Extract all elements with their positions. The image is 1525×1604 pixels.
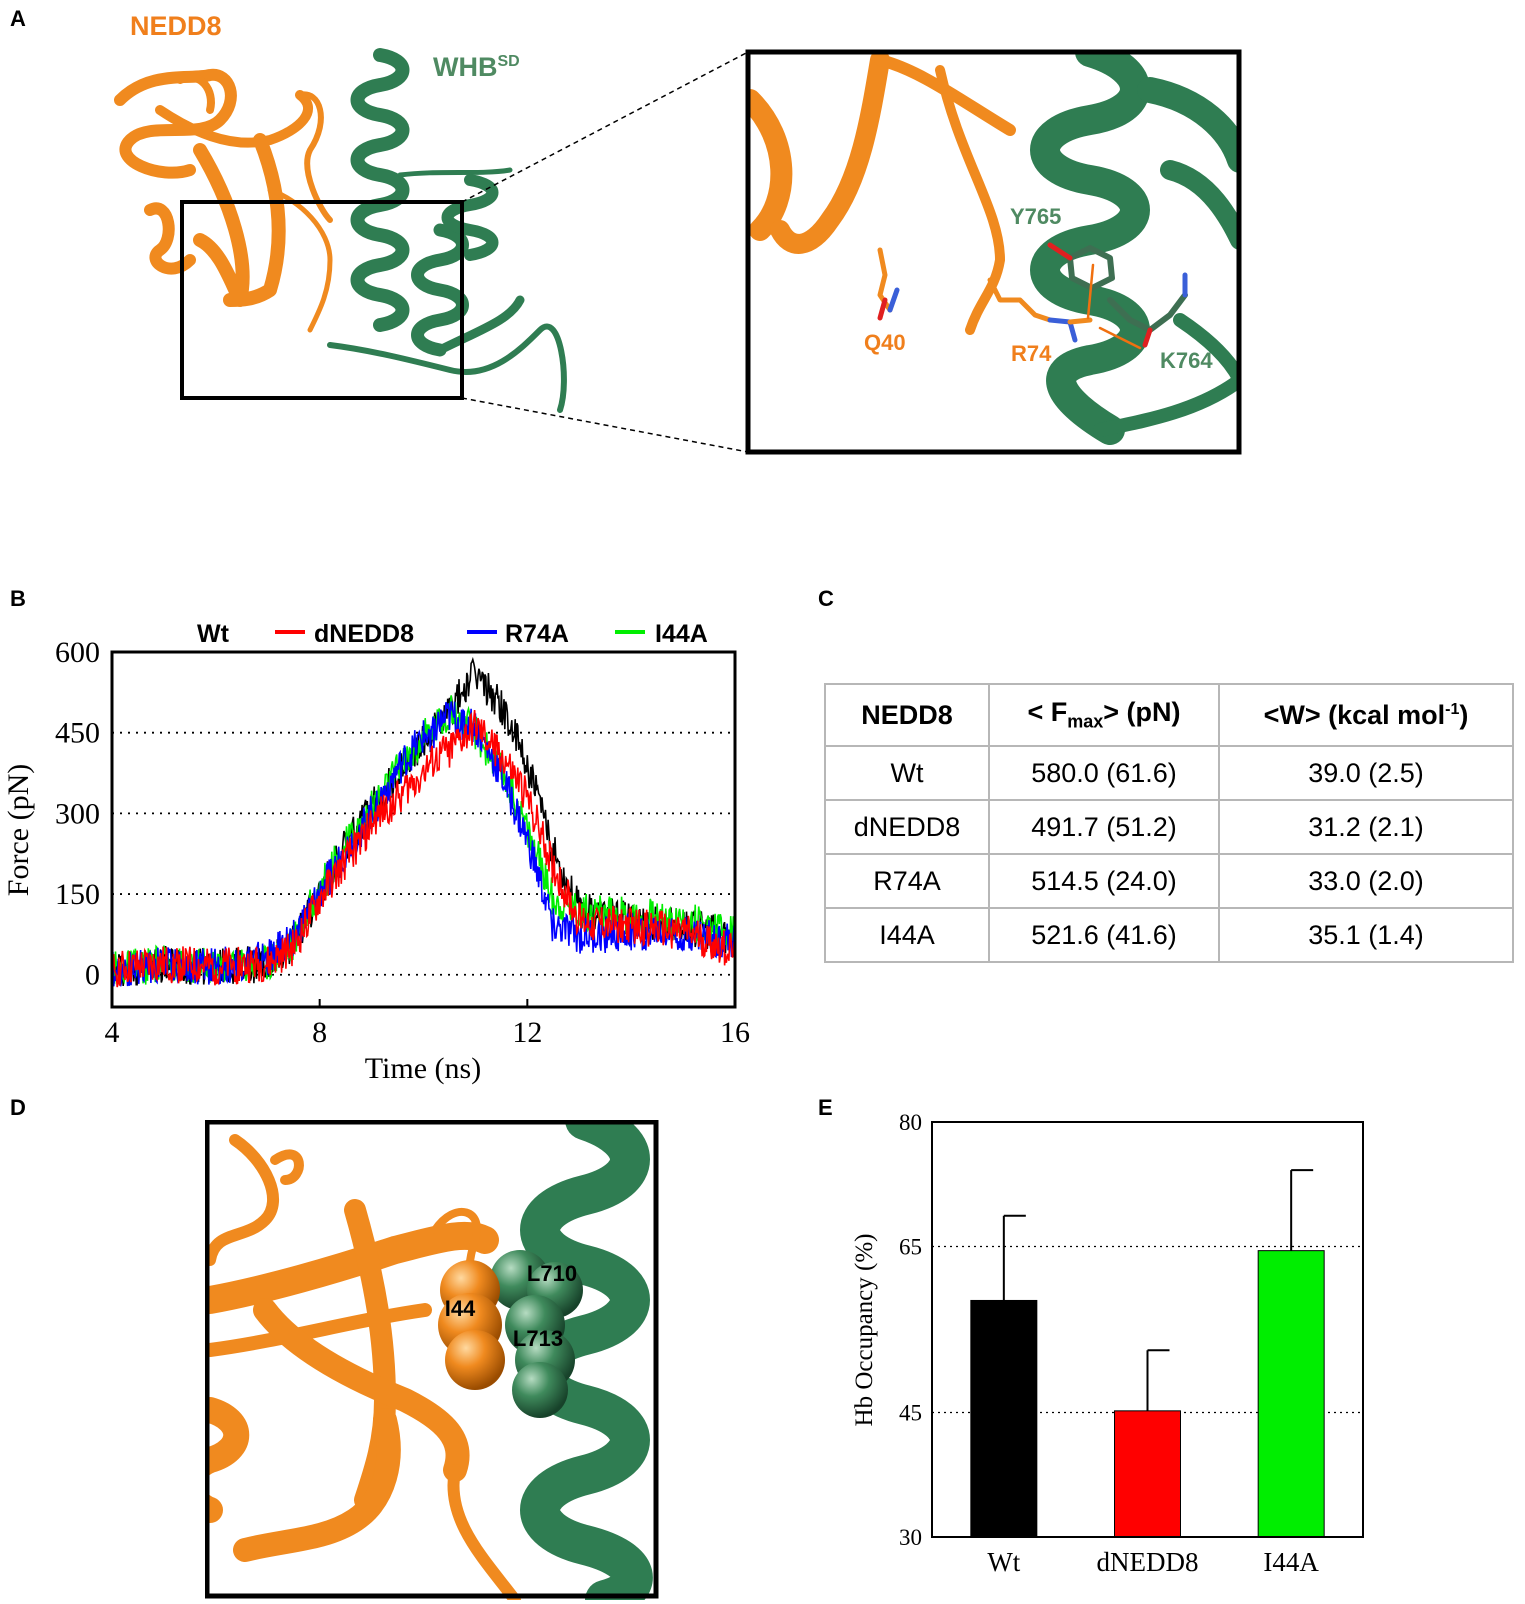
table-cell-work: 33.0 (2.0) xyxy=(1218,853,1514,909)
table-row: R74A 514.5 (24.0) 33.0 (2.0) xyxy=(824,853,1514,909)
residue-l713: L713 xyxy=(513,1326,563,1351)
table-cell-fmax: 491.7 (51.2) xyxy=(988,799,1220,855)
residue-k764: K764 xyxy=(1160,348,1213,373)
whb-label: WHBSD xyxy=(433,52,520,83)
chart-b-xlabel: Time (ns) xyxy=(365,1052,481,1085)
force-work-table: NEDD8 < Fmax> (pN) <W> (kcal mol-1) Wt 5… xyxy=(824,683,1514,963)
legend-wt-label: Wt xyxy=(197,620,230,648)
panel-d-structure: I44 L710 L713 xyxy=(205,1120,659,1600)
whb-label-text: WHB xyxy=(433,52,498,82)
chart-e-ylabel: Hb Occupancy (%) xyxy=(851,1234,878,1427)
table-cell-work: 35.1 (1.4) xyxy=(1218,907,1514,963)
residue-i44: I44 xyxy=(445,1296,476,1321)
chart-b-ytick-label: 150 xyxy=(55,878,100,911)
panel-d-frame xyxy=(205,1120,659,1599)
chart-b-ytick-label: 0 xyxy=(85,959,100,992)
legend-dnedd8-label: dNEDD8 xyxy=(314,620,414,648)
table-header-row: NEDD8 < Fmax> (pN) <W> (kcal mol-1) xyxy=(824,683,1514,747)
header-fmax: < Fmax> (pN) xyxy=(988,683,1220,747)
header-work: <W> (kcal mol-1) xyxy=(1218,683,1514,747)
header-nedd8: NEDD8 xyxy=(824,683,990,747)
panel-label-b: B xyxy=(10,586,26,611)
hb-occupancy-chart: 30 45 65 80 Wt dNEDD8 I44A Hb Occupancy (%) xyxy=(851,1110,1364,1577)
table-cell-name: Wt xyxy=(824,745,990,801)
series-line-dnedd8 xyxy=(111,710,735,988)
table-cell-work: 31.2 (2.1) xyxy=(1218,799,1514,855)
chart-b-xtick-label: 16 xyxy=(720,1016,750,1049)
zoom-connector-bottom xyxy=(461,397,749,453)
whb-label-superscript: SD xyxy=(497,53,520,70)
chart-e-xtick-label: Wt xyxy=(987,1547,1020,1577)
residue-y765: Y765 xyxy=(1010,204,1062,229)
legend-r74a-label: R74A xyxy=(505,620,569,648)
table-cell-fmax: 514.5 (24.0) xyxy=(988,853,1220,909)
table-cell-name: dNEDD8 xyxy=(824,799,990,855)
panel-label-e: E xyxy=(818,1095,833,1120)
panel-label-d: D xyxy=(10,1095,26,1120)
chart-b-ytick-label: 300 xyxy=(55,797,100,830)
chart-e-xtick-label: dNEDD8 xyxy=(1097,1547,1199,1577)
table-cell-name: I44A xyxy=(824,907,990,963)
table-row: I44A 521.6 (41.6) 35.1 (1.4) xyxy=(824,907,1514,963)
chart-e-ytick-label: 45 xyxy=(899,1401,922,1426)
chart-b-legend: Wt dNEDD8 R74A I44A xyxy=(197,620,708,648)
panel-label-c: C xyxy=(818,586,834,611)
chart-e-xtick-label: I44A xyxy=(1263,1547,1319,1577)
chart-e-ytick-label: 80 xyxy=(899,1110,922,1135)
legend-i44a-label: I44A xyxy=(655,620,708,648)
table-cell-work: 39.0 (2.5) xyxy=(1218,745,1514,801)
residue-r74: R74 xyxy=(1011,341,1052,366)
table-row: dNEDD8 491.7 (51.2) 31.2 (2.1) xyxy=(824,799,1514,855)
panel-label-a: A xyxy=(10,6,26,31)
series-line-r74a xyxy=(111,701,735,987)
residue-spheres xyxy=(438,1250,583,1418)
panel-a-structure xyxy=(114,48,1242,455)
chart-b-ylabel: Force (pN) xyxy=(2,764,35,896)
inset-structure xyxy=(745,49,1242,455)
table-cell-fmax: 580.0 (61.6) xyxy=(988,745,1220,801)
inset-frame xyxy=(745,49,1242,455)
table-cell-fmax: 521.6 (41.6) xyxy=(988,907,1220,963)
nedd8-label: NEDD8 xyxy=(130,11,222,41)
residue-q40: Q40 xyxy=(864,330,906,355)
chart-b-frame xyxy=(110,650,737,1009)
chart-e-frame xyxy=(931,1121,1364,1538)
chart-b-ytick-label: 450 xyxy=(55,717,100,750)
chart-b-xtick-label: 12 xyxy=(512,1016,542,1049)
force-time-chart: Wt dNEDD8 R74A I44A 0 150 300 450 600 4 8 12 16… xyxy=(2,620,750,1085)
bar-dnedd8 xyxy=(1114,1410,1181,1538)
residue-l710: L710 xyxy=(527,1261,577,1286)
whb-ribbon xyxy=(327,48,567,413)
bar-i44a xyxy=(1257,1250,1325,1538)
bar-wt xyxy=(970,1299,1038,1538)
chart-b-xtick-label: 4 xyxy=(105,1016,120,1049)
chart-b-ytick-label: 600 xyxy=(55,636,100,669)
series-line-wt xyxy=(111,656,735,986)
zoom-region-box xyxy=(180,200,464,400)
chart-e-ytick-label: 30 xyxy=(899,1525,922,1550)
chart-e-ytick-label: 65 xyxy=(899,1235,922,1260)
table-cell-name: R74A xyxy=(824,853,990,909)
table-row: Wt 580.0 (61.6) 39.0 (2.5) xyxy=(824,745,1514,801)
chart-b-xtick-label: 8 xyxy=(312,1016,327,1049)
